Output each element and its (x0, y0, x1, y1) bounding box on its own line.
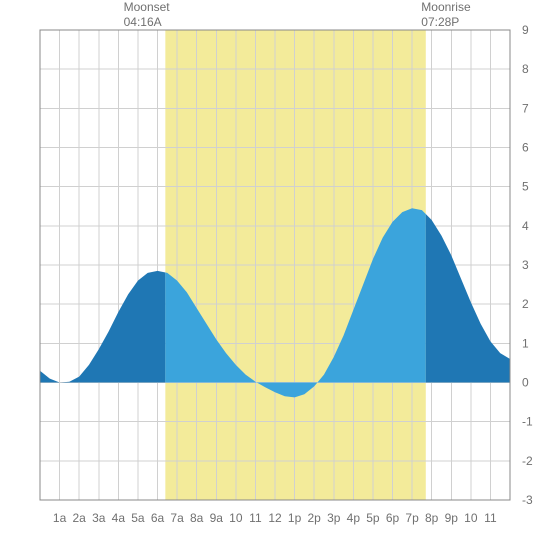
x-tick-label: 7p (405, 511, 419, 525)
x-tick-label: 2p (307, 511, 321, 525)
y-tick-label: 0 (522, 376, 529, 390)
x-tick-label: 5p (366, 511, 380, 525)
y-tick-label: 7 (522, 101, 529, 115)
x-tick-label: 10 (464, 511, 478, 525)
moonrise-time: 07:28P (421, 15, 470, 30)
x-tick-label: 7a (170, 511, 184, 525)
x-tick-label: 11 (249, 511, 262, 525)
y-tick-label: 4 (522, 219, 529, 233)
y-tick-label: 9 (522, 23, 529, 37)
y-tick-label: -2 (522, 454, 533, 468)
x-tick-label: 6a (151, 511, 165, 525)
x-tick-label: 3a (92, 511, 106, 525)
moonset-title: Moonset (124, 0, 170, 15)
y-tick-label: 6 (522, 141, 529, 155)
x-tick-label: 4a (112, 511, 126, 525)
y-tick-label: -1 (522, 415, 533, 429)
x-tick-label: 12 (268, 511, 282, 525)
x-tick-label: 1a (53, 511, 67, 525)
moonrise-annotation: Moonrise 07:28P (421, 0, 470, 30)
y-tick-label: 1 (522, 336, 529, 350)
x-tick-label: 8p (425, 511, 439, 525)
x-tick-label: 9p (445, 511, 459, 525)
x-tick-label: 1p (288, 511, 302, 525)
y-tick-label: -3 (522, 493, 533, 507)
chart-svg: 1a2a3a4a5a6a7a8a9a1011121p2p3p4p5p6p7p8p… (0, 0, 550, 550)
y-tick-label: 8 (522, 62, 529, 76)
tide-chart: Moonset 04:16A Moonrise 07:28P 1a 2a 3a 4a 5… (0, 0, 550, 550)
x-tick-label: 11 (484, 511, 497, 525)
x-tick-label: 6p (386, 511, 400, 525)
x-tick-label: 2a (72, 511, 86, 525)
x-tick-label: 9a (210, 511, 224, 525)
x-tick-label: 10 (229, 511, 243, 525)
moonset-annotation: Moonset 04:16A (124, 0, 170, 30)
moonrise-title: Moonrise (421, 0, 470, 15)
y-tick-label: 5 (522, 180, 529, 194)
x-tick-label: 3p (327, 511, 341, 525)
x-tick-label: 5a (131, 511, 145, 525)
x-tick-label: 8a (190, 511, 204, 525)
moonset-time: 04:16A (124, 15, 170, 30)
y-tick-label: 3 (522, 258, 529, 272)
y-tick-label: 2 (522, 297, 529, 311)
x-tick-label: 4p (347, 511, 361, 525)
